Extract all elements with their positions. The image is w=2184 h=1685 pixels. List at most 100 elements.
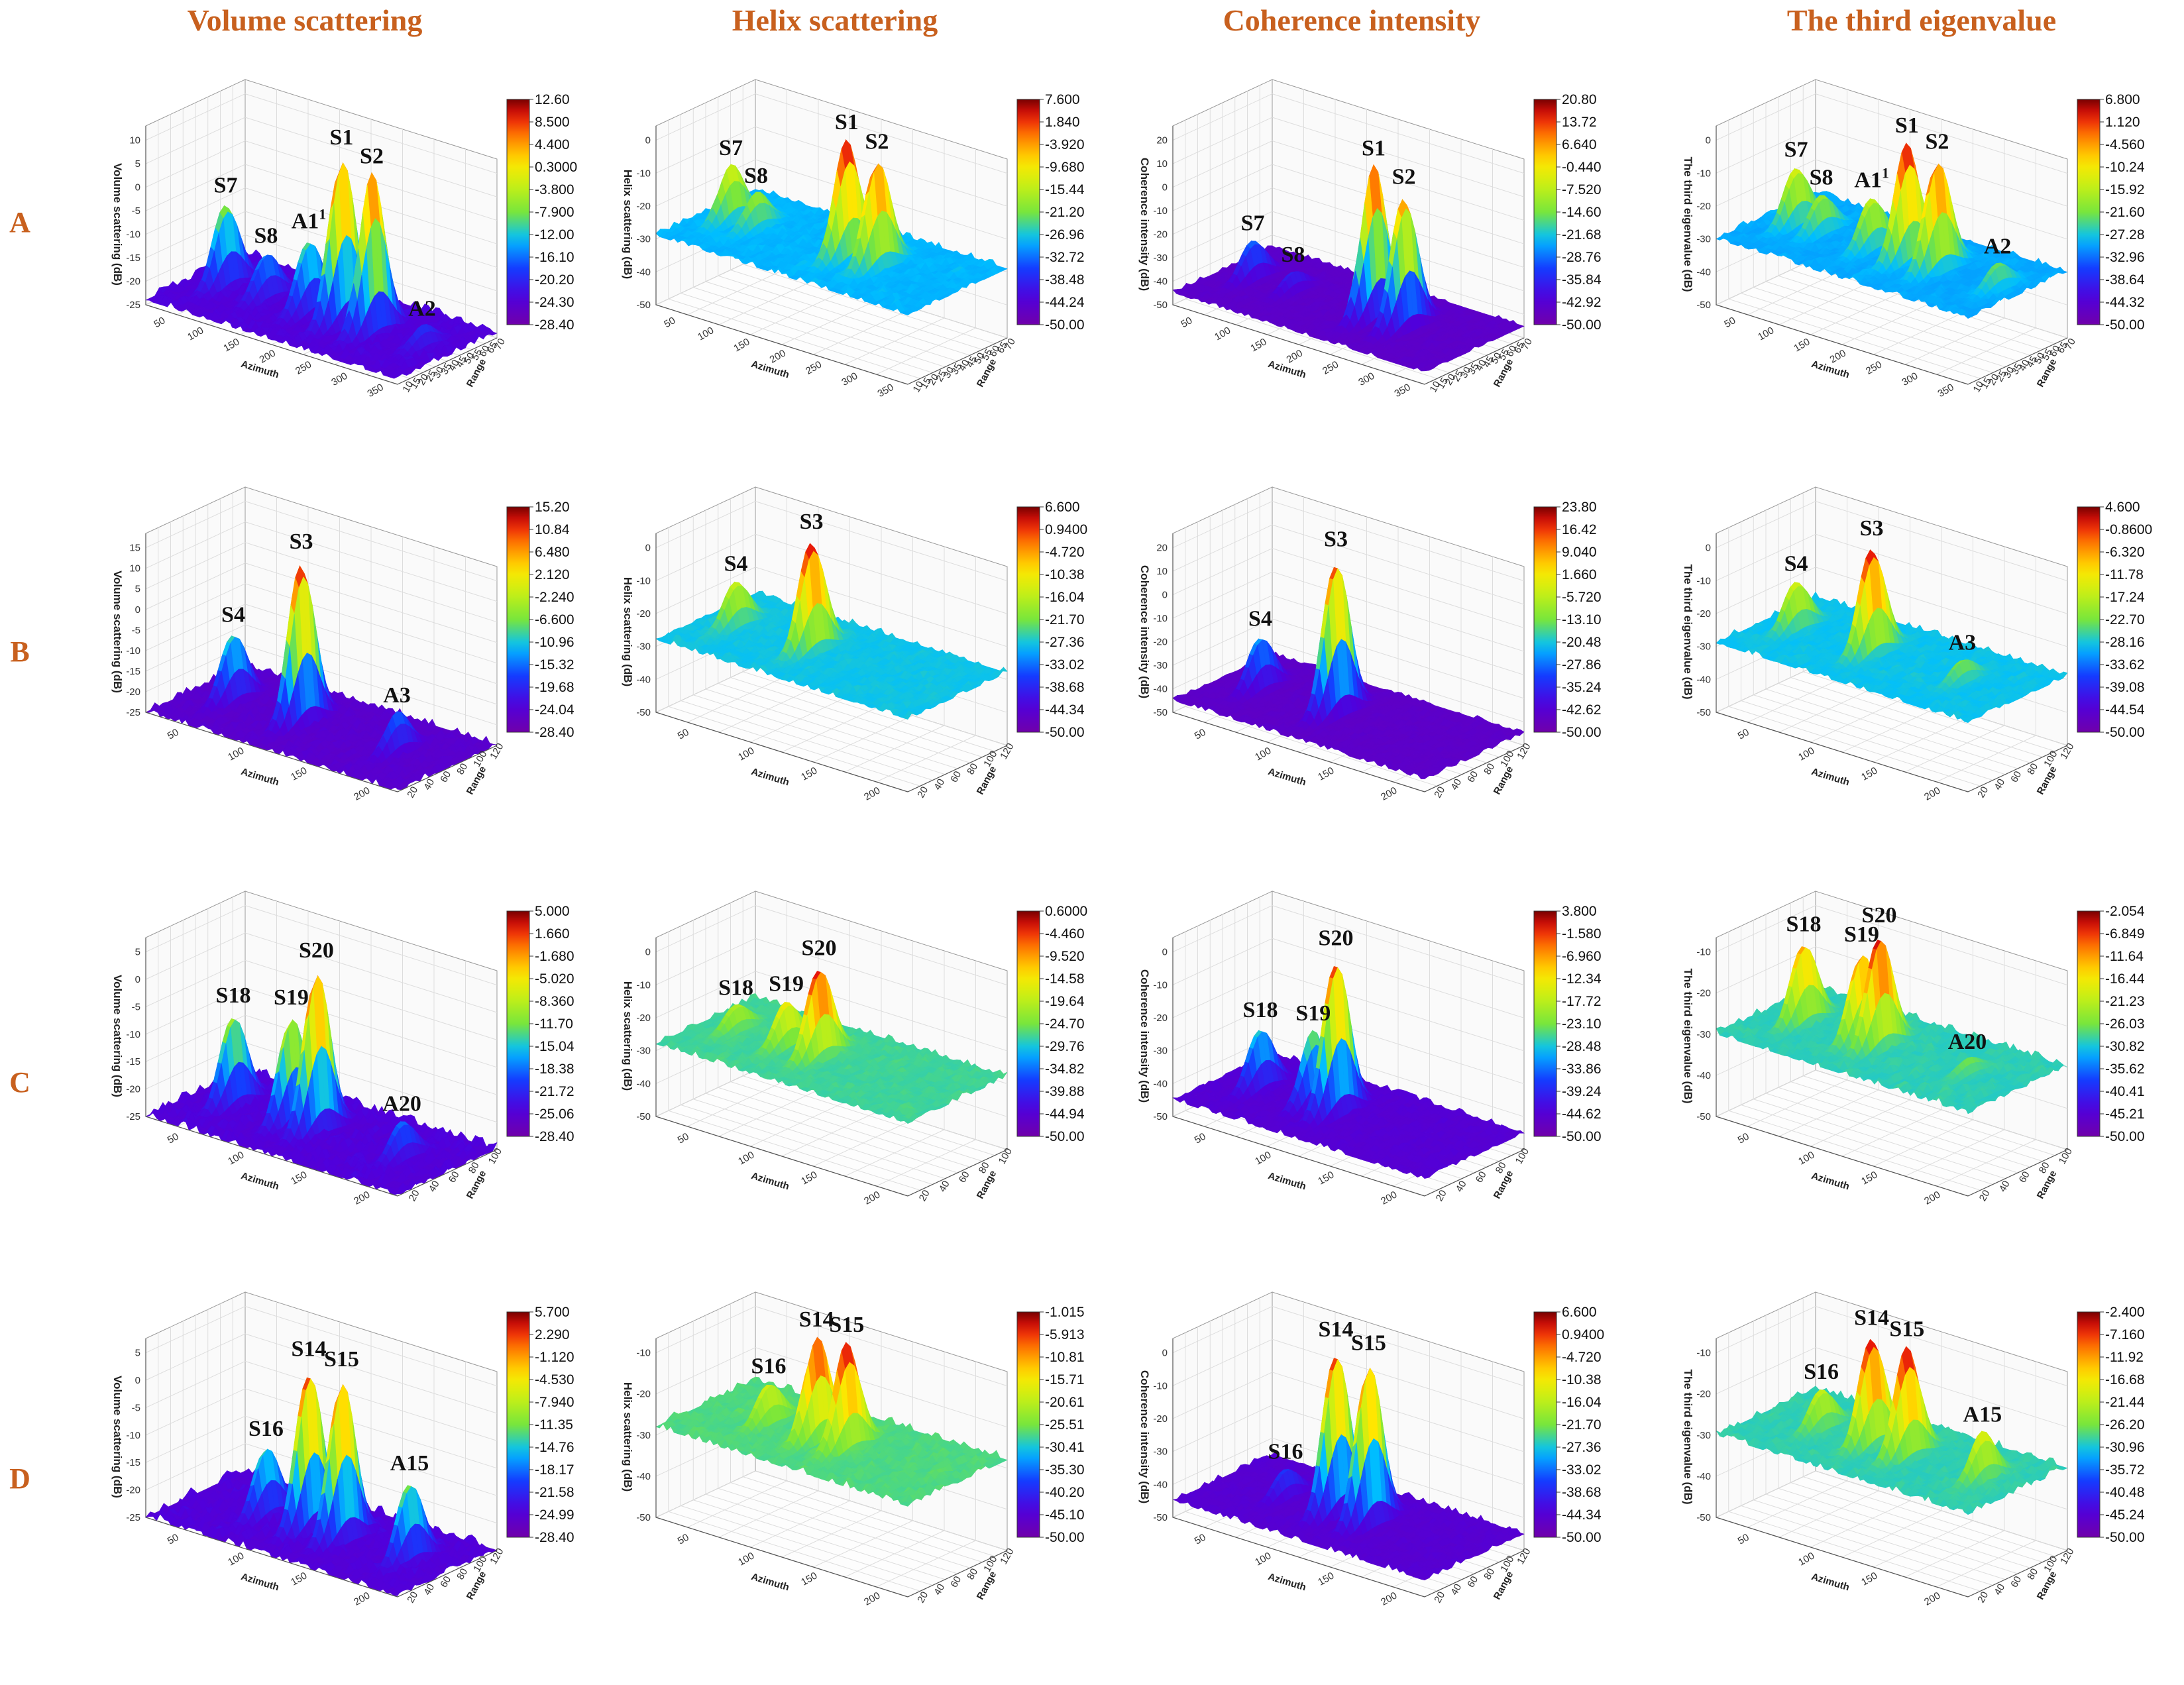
colorbar-label: -50.00 [2105, 725, 2145, 740]
range-tick-label: 40 [421, 777, 437, 792]
colorbar-label: -14.76 [535, 1440, 574, 1455]
azimuth-tick-label: 50 [662, 315, 677, 330]
z-tick-label: -15 [126, 666, 140, 677]
range-tick-label: 40 [1474, 358, 1489, 373]
azimuth-tick-label: 150 [1316, 1169, 1336, 1187]
range-tick-label: 15 [1979, 376, 1994, 391]
azimuth-axis-label: Azimuth [1267, 358, 1308, 381]
z-tick-label: 20 [1156, 543, 1168, 554]
peak-label: A2 [1984, 234, 2012, 258]
colorbar-label: -44.34 [1045, 702, 1085, 718]
azimuth-tick-label: 100 [696, 325, 716, 343]
peak-label: S16 [248, 1417, 284, 1441]
colorbar-label: 6.600 [1562, 1305, 1597, 1320]
peak-label: S2 [360, 144, 384, 169]
colorbar-label: -10.38 [1562, 1372, 1602, 1387]
range-tick-label: 45 [1481, 354, 1496, 370]
peak-label: S3 [1324, 527, 1348, 552]
colorbar-label: -5.720 [1562, 590, 1602, 605]
colorbar: 4.600 -0.8600 -6.320 -11.78 -17.24 -22.70 -28.… [2077, 500, 2152, 740]
colorbar-label: 20.80 [1562, 92, 1597, 107]
column-title-coherence: Coherence intensity [1186, 3, 1517, 42]
colorbar-label: -28.48 [1562, 1039, 1602, 1054]
colorbar-label: -35.30 [1045, 1462, 1085, 1478]
colorbar-label: -40.48 [2105, 1485, 2145, 1500]
azimuth-tick-label: 100 [1796, 1149, 1816, 1167]
azimuth-tick-label: 50 [1722, 315, 1737, 330]
colorbar-label: -19.68 [535, 680, 574, 695]
range-tick-label: 60 [1465, 1574, 1480, 1590]
z-tick-label: -30 [636, 1046, 651, 1057]
y-axis-label: Helix scattering (dB) [622, 170, 634, 279]
colorbar-label: 1.660 [535, 926, 570, 942]
z-tick-label: -5 [132, 1001, 140, 1012]
z-tick-label: -40 [636, 1078, 651, 1089]
z-tick-label: 5 [135, 947, 140, 958]
azimuth-tick-label: 200 [768, 347, 788, 365]
z-tick-label: -5 [132, 205, 140, 217]
azimuth-tick-label: 150 [1316, 1570, 1336, 1588]
colorbar-label: -29.76 [1045, 1039, 1085, 1054]
peak-label: S16 [751, 1354, 787, 1378]
colorbar-label: 1.120 [2105, 115, 2140, 130]
colorbar-label: -1.015 [1045, 1305, 1085, 1320]
z-tick-label: -10 [1696, 1348, 1711, 1359]
range-tick-label: 70 [1003, 337, 1018, 352]
peak-label: S2 [1925, 129, 1949, 154]
colorbar: -2.400 -7.160 -11.92 -16.68 -21.44 -26.20 -30.… [2077, 1305, 2145, 1545]
surface-svg: -50 -40 -30 -20 -10 0 The third eigenvalue (dB… [1682, 79, 2145, 400]
peak-label: S18 [216, 983, 251, 1008]
range-tick-label: 60 [2048, 344, 2063, 359]
range-tick-label: 15 [918, 376, 934, 391]
z-tick-label: -10 [1153, 979, 1168, 991]
colorbar-label: -14.58 [1045, 971, 1085, 987]
z-tick-label: -5 [132, 625, 140, 636]
z-tick-label: -30 [1153, 660, 1168, 671]
peak-label: S14 [1319, 1317, 1354, 1342]
colorbar-label: 5.000 [535, 904, 570, 919]
z-tick-label: 0 [645, 543, 651, 554]
colorbar-label: -26.20 [2105, 1417, 2145, 1433]
range-tick-label: 50 [1489, 351, 1504, 366]
colorbar-label: -21.70 [1045, 612, 1085, 627]
z-tick-label: 5 [135, 158, 140, 170]
colorbar-label: -10.96 [535, 635, 574, 650]
colorbar-label: -35.84 [1562, 272, 1602, 288]
range-tick-label: 80 [2025, 1566, 2040, 1582]
colorbar-label: -27.86 [1562, 657, 1602, 673]
z-tick-label: -20 [636, 201, 651, 212]
peak-label: S15 [324, 1347, 359, 1372]
azimuth-axis-label: Azimuth [240, 1571, 281, 1594]
azimuth-tick-label: 100 [736, 745, 756, 763]
colorbar-label: -27.36 [1045, 635, 1085, 650]
peak-label: S8 [1281, 243, 1305, 267]
azimuth-tick-label: 200 [352, 1590, 372, 1607]
colorbar-label: -35.24 [1562, 680, 1602, 695]
colorbar-label: -17.24 [2105, 590, 2145, 605]
range-tick-label: 25 [1994, 368, 2009, 384]
colorbar-label: -50.00 [1045, 317, 1085, 333]
colorbar-label: -28.40 [535, 1530, 574, 1545]
colorbar-label: 23.80 [1562, 500, 1597, 515]
azimuth-tick-label: 150 [289, 1169, 309, 1187]
range-tick-label: 80 [965, 761, 980, 777]
peak-label: S15 [829, 1313, 864, 1337]
peak-label: S20 [802, 936, 837, 961]
azimuth-axis-label: Azimuth [1267, 766, 1308, 788]
z-tick-label: -20 [126, 276, 140, 288]
azimuth-axis-label: Azimuth [240, 358, 281, 381]
colorbar-label: -21.23 [2105, 994, 2145, 1009]
z-tick-label: -20 [636, 1389, 651, 1400]
range-tick-label: 30 [1458, 365, 1474, 380]
colorbar-label: -6.960 [1562, 949, 1602, 964]
surface-mesh [145, 1377, 498, 1596]
colorbar-label: -44.54 [2105, 702, 2145, 718]
colorbar-label: -10.81 [1045, 1350, 1085, 1365]
azimuth-tick-label: 50 [166, 1532, 181, 1547]
colorbar-label: -27.28 [2105, 227, 2145, 243]
surface-mesh [1172, 567, 1525, 780]
range-tick-label: 60 [957, 1169, 972, 1185]
azimuth-tick-label: 100 [226, 745, 246, 763]
surface-mesh [1172, 1357, 1525, 1580]
